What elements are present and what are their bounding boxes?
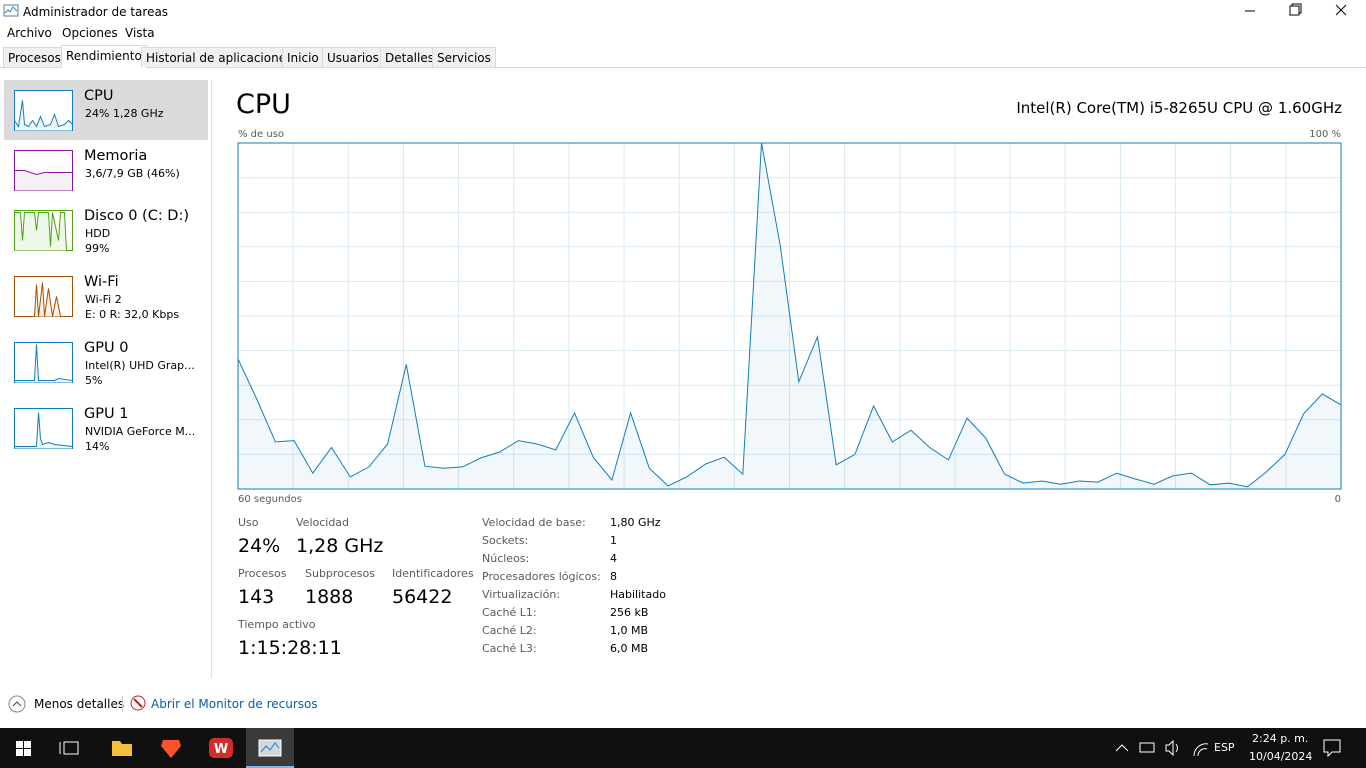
sidebar-detail[interactable]: 99%: [85, 242, 110, 255]
stat-label: Tiempo activo: [238, 618, 316, 631]
tab[interactable]: Inicio: [282, 47, 324, 67]
taskbar-icons[interactable]: W: [0, 728, 300, 768]
processor-name: Intel(R) Core(TM) i5-8265U CPU @ 1.60GHz: [1016, 99, 1342, 117]
thumbnail-graph: [14, 282, 73, 317]
cpu-graph: % de uso 100 % 60 segundos 0: [237, 129, 1342, 505]
main-title: CPU: [236, 89, 291, 120]
x-tick-label: 0: [1335, 494, 1341, 505]
thumbnail-frame: [14, 342, 73, 383]
stat-label: Subprocesos: [305, 567, 375, 580]
detail-value: 1: [610, 534, 617, 547]
tab[interactable]: Servicios: [432, 47, 496, 67]
sidebar-thumbnails: [14, 90, 73, 449]
thumbnail-frame: [14, 408, 73, 449]
x-tick-label: 60 segundos: [238, 494, 302, 505]
collapse-icon[interactable]: [8, 695, 26, 713]
detail-value: 256 kB: [610, 606, 649, 619]
stat-value: 1888: [305, 586, 354, 608]
detail-label: Caché L3:: [482, 642, 537, 655]
detail-value: 1,80 GHz: [610, 516, 661, 529]
sidebar-detail[interactable]: NVIDIA GeForce M...: [85, 425, 196, 438]
stat-value: 56422: [392, 586, 453, 608]
graph-border: [237, 142, 1342, 490]
sidebar-name[interactable]: Memoria: [84, 148, 148, 164]
monitor-icon[interactable]: [130, 695, 148, 713]
sidebar-name[interactable]: GPU 0: [84, 340, 129, 356]
thumbnail-graph: [14, 100, 73, 131]
detail-label: Caché L1:: [482, 606, 537, 619]
thumbnail-graph: [14, 412, 73, 449]
stat-value: 1:15:28:11: [238, 637, 342, 659]
detail-label: Sockets:: [482, 534, 529, 547]
tab[interactable]: Usuarios: [322, 47, 384, 67]
thumbnail-graph: [14, 212, 67, 251]
window-controls[interactable]: [1230, 0, 1366, 22]
language[interactable]: ESP: [1214, 741, 1235, 754]
stat-value: 1,28 GHz: [296, 535, 384, 557]
detail-label: Procesadores lógicos:: [482, 570, 601, 583]
sidebar-name[interactable]: Wi-Fi: [84, 274, 119, 290]
detail-value: 6,0 MB: [610, 642, 649, 655]
clock-date[interactable]: 10/04/2024: [1249, 750, 1313, 763]
y-axis-label: % de uso: [238, 129, 284, 140]
menu-item[interactable]: Archivo: [7, 26, 52, 40]
stat-label: Procesos: [238, 567, 287, 580]
sidebar-name[interactable]: Disco 0 (C: D:): [84, 208, 190, 224]
detail-value: 1,0 MB: [610, 624, 649, 637]
sidebar-detail[interactable]: 14%: [85, 440, 110, 453]
detail-label: Núcleos:: [482, 552, 530, 565]
sidebar-detail[interactable]: 3,6/7,9 GB (46%): [85, 167, 180, 180]
stat-label: Uso: [238, 516, 259, 529]
detail-label: Virtualización:: [482, 588, 561, 601]
thumbnail-graph: [14, 344, 73, 383]
stat-label: Velocidad: [296, 516, 350, 529]
sidebar-detail[interactable]: HDD: [85, 227, 111, 240]
sidebar-detail[interactable]: 5%: [85, 374, 103, 387]
less-details[interactable]: Menos detalles: [34, 697, 125, 711]
footer-divider: [122, 696, 123, 712]
tab[interactable]: Detalles: [380, 47, 439, 67]
thumbnail-graph: [14, 170, 73, 191]
menu-item[interactable]: Vista: [125, 26, 155, 40]
sidebar-detail[interactable]: Intel(R) UHD Grap...: [85, 359, 195, 372]
sidebar-divider: [211, 80, 212, 678]
sidebar-name[interactable]: GPU 1: [84, 406, 129, 422]
usage-line: [237, 142, 1342, 488]
sidebar-detail[interactable]: Wi-Fi 2: [85, 293, 122, 306]
tab[interactable]: Rendimiento: [61, 45, 147, 68]
tab[interactable]: Historial de aplicaciones: [141, 47, 298, 67]
clock-time[interactable]: 2:24 p. m.: [1252, 732, 1309, 745]
tray-icons[interactable]: [1110, 728, 1246, 768]
sidebar-detail[interactable]: E: 0 R: 32,0 Kbps: [85, 308, 180, 321]
sidebar-name[interactable]: CPU: [84, 88, 114, 104]
app-icon: [3, 4, 19, 17]
menu-item[interactable]: Opciones: [62, 26, 118, 40]
svg-text:W: W: [214, 742, 228, 757]
detail-value: 8: [610, 570, 617, 583]
detail-value: 4: [610, 552, 617, 565]
detail-value: Habilitado: [610, 588, 666, 601]
stat-label: Identificadores: [392, 567, 474, 580]
resource-monitor-link[interactable]: Abrir el Monitor de recursos: [151, 697, 318, 711]
stat-value: 24%: [238, 535, 281, 557]
notifications-icon[interactable]: [1322, 738, 1344, 758]
detail-label: Caché L2:: [482, 624, 537, 637]
window-title: Administrador de tareas: [23, 5, 169, 19]
sidebar-detail[interactable]: 24% 1,28 GHz: [85, 107, 164, 120]
detail-label: Velocidad de base:: [482, 516, 586, 529]
stat-value: 143: [238, 586, 275, 608]
tab[interactable]: Procesos: [3, 47, 66, 67]
tab-border: [0, 67, 1366, 68]
y-tick-label: 100 %: [1309, 129, 1341, 140]
